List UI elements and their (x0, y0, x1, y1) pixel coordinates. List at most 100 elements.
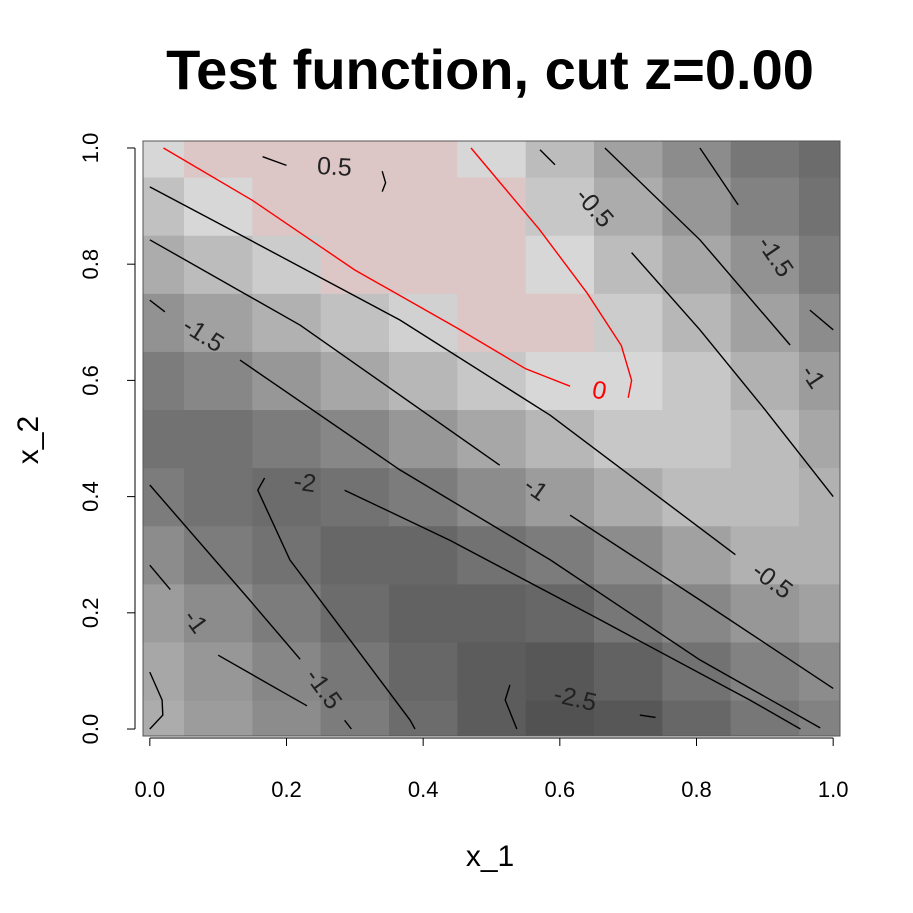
heat-cell (457, 467, 527, 527)
heat-cell (184, 177, 253, 236)
contour-line (163, 147, 633, 398)
heat-cell (594, 699, 663, 736)
heat-cell (184, 525, 253, 585)
heat-cell (143, 467, 185, 527)
heat-cell (730, 409, 800, 469)
heat-cell (184, 699, 253, 736)
heat-cell (252, 467, 322, 527)
heat-cell (184, 293, 253, 352)
heat-cell (730, 699, 800, 736)
heat-cell (252, 409, 322, 469)
heat-cell (184, 641, 253, 701)
y-tick-label: 0.0 (78, 714, 103, 745)
contour-label: 0 (590, 376, 609, 406)
heat-cell (799, 293, 840, 352)
contour-line (539, 149, 834, 498)
contour-line (149, 564, 308, 707)
heat-cell (525, 641, 595, 701)
heat-cell (184, 583, 253, 643)
heat-cell (799, 141, 840, 178)
heat-cell (525, 141, 595, 178)
heat-cell (594, 235, 663, 294)
heat-cell (389, 699, 458, 736)
y-tick-label: 0.6 (78, 365, 103, 396)
heat-cell (320, 141, 390, 178)
heat-cell (184, 351, 253, 411)
contour-line (149, 299, 821, 729)
heat-cell (457, 409, 527, 469)
heat-cell (594, 583, 663, 643)
heat-cell (320, 177, 390, 236)
heat-cell (143, 583, 185, 643)
heat-cell (662, 235, 732, 294)
heat-cell (389, 525, 458, 585)
heat-cell (525, 525, 595, 585)
heat-cell (389, 351, 458, 411)
heat-cell (457, 177, 527, 236)
heat-cell (252, 293, 322, 352)
y-tick-label: 1.0 (78, 133, 103, 164)
heat-cell (184, 467, 253, 527)
heat-cell (389, 409, 458, 469)
heat-cell (662, 699, 732, 736)
heat-cell (457, 293, 527, 352)
heat-cell (320, 583, 390, 643)
heat-cell (662, 177, 732, 236)
heat-cell (252, 141, 322, 178)
x-axis-label: x_1 (466, 840, 514, 873)
heat-cell (320, 641, 390, 701)
heat-cell (594, 467, 663, 527)
heat-cell (662, 525, 732, 585)
heat-cell (730, 583, 800, 643)
heat-cell (594, 641, 663, 701)
heat-cell (662, 467, 732, 527)
heat-cell (525, 583, 595, 643)
heat-cell (252, 177, 322, 236)
heat-cell (143, 641, 185, 701)
y-axis-label: x_2 (12, 416, 45, 464)
contour-label: -2 (292, 467, 318, 498)
heat-cell (252, 525, 322, 585)
heat-cell (525, 351, 595, 411)
heat-cell (730, 467, 800, 527)
heat-cell (184, 235, 253, 294)
heat-cell (662, 293, 732, 352)
x-tick-label: 0.2 (271, 777, 302, 802)
x-tick-label: 0.8 (681, 777, 712, 802)
x-tick-label: 0.4 (408, 777, 439, 802)
contour-line (257, 477, 801, 730)
heat-cell (730, 525, 800, 585)
heat-cell (799, 467, 840, 527)
heat-cell (320, 235, 390, 294)
heat-cell (594, 409, 663, 469)
contour-line (149, 239, 834, 689)
heat-cell (457, 351, 527, 411)
heat-cell (730, 235, 800, 294)
contour-line (149, 671, 164, 730)
y-tick-label: 0.2 (78, 598, 103, 629)
heat-cell (799, 641, 840, 701)
heat-cell (730, 641, 800, 701)
heat-cell (143, 235, 185, 294)
heat-cell (594, 177, 663, 236)
heat-cell (457, 235, 527, 294)
heat-cell (457, 583, 527, 643)
heat-cell (730, 141, 800, 178)
heat-cell (662, 351, 732, 411)
heat-cell (389, 641, 458, 701)
x-tick-label: 1.0 (818, 777, 849, 802)
contour-line (262, 156, 387, 192)
heat-cell (799, 583, 840, 643)
heat-cell (594, 141, 663, 178)
heat-cell (252, 235, 322, 294)
heat-cell (184, 141, 253, 178)
heat-cell (389, 141, 458, 178)
heat-cell (730, 177, 800, 236)
x-tick-label: 0.6 (545, 777, 576, 802)
heat-cell (143, 293, 185, 352)
contour-line (504, 684, 656, 730)
heat-cell (143, 141, 185, 178)
heat-cell (799, 699, 840, 736)
heat-cell (252, 699, 322, 736)
